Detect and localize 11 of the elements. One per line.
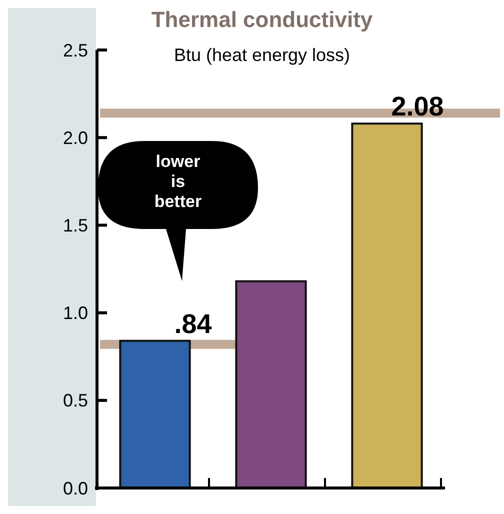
data-label: .84 (174, 308, 212, 339)
y-tick-label: 1.5 (62, 216, 88, 236)
y-tick-label: 1.0 (62, 303, 88, 324)
chart-title: Thermal conductivity (151, 7, 374, 32)
chart-subtitle: Btu (heat energy loss) (174, 45, 350, 65)
y-tick-label: 2.0 (62, 128, 88, 148)
annotation: lower is better (154, 152, 202, 211)
y-tick-label: 0.5 (62, 390, 88, 411)
y-tick-label: 2.5 (62, 40, 88, 60)
y-tick-label: 0.0 (62, 478, 88, 498)
data-label: 2.08 (391, 92, 444, 122)
